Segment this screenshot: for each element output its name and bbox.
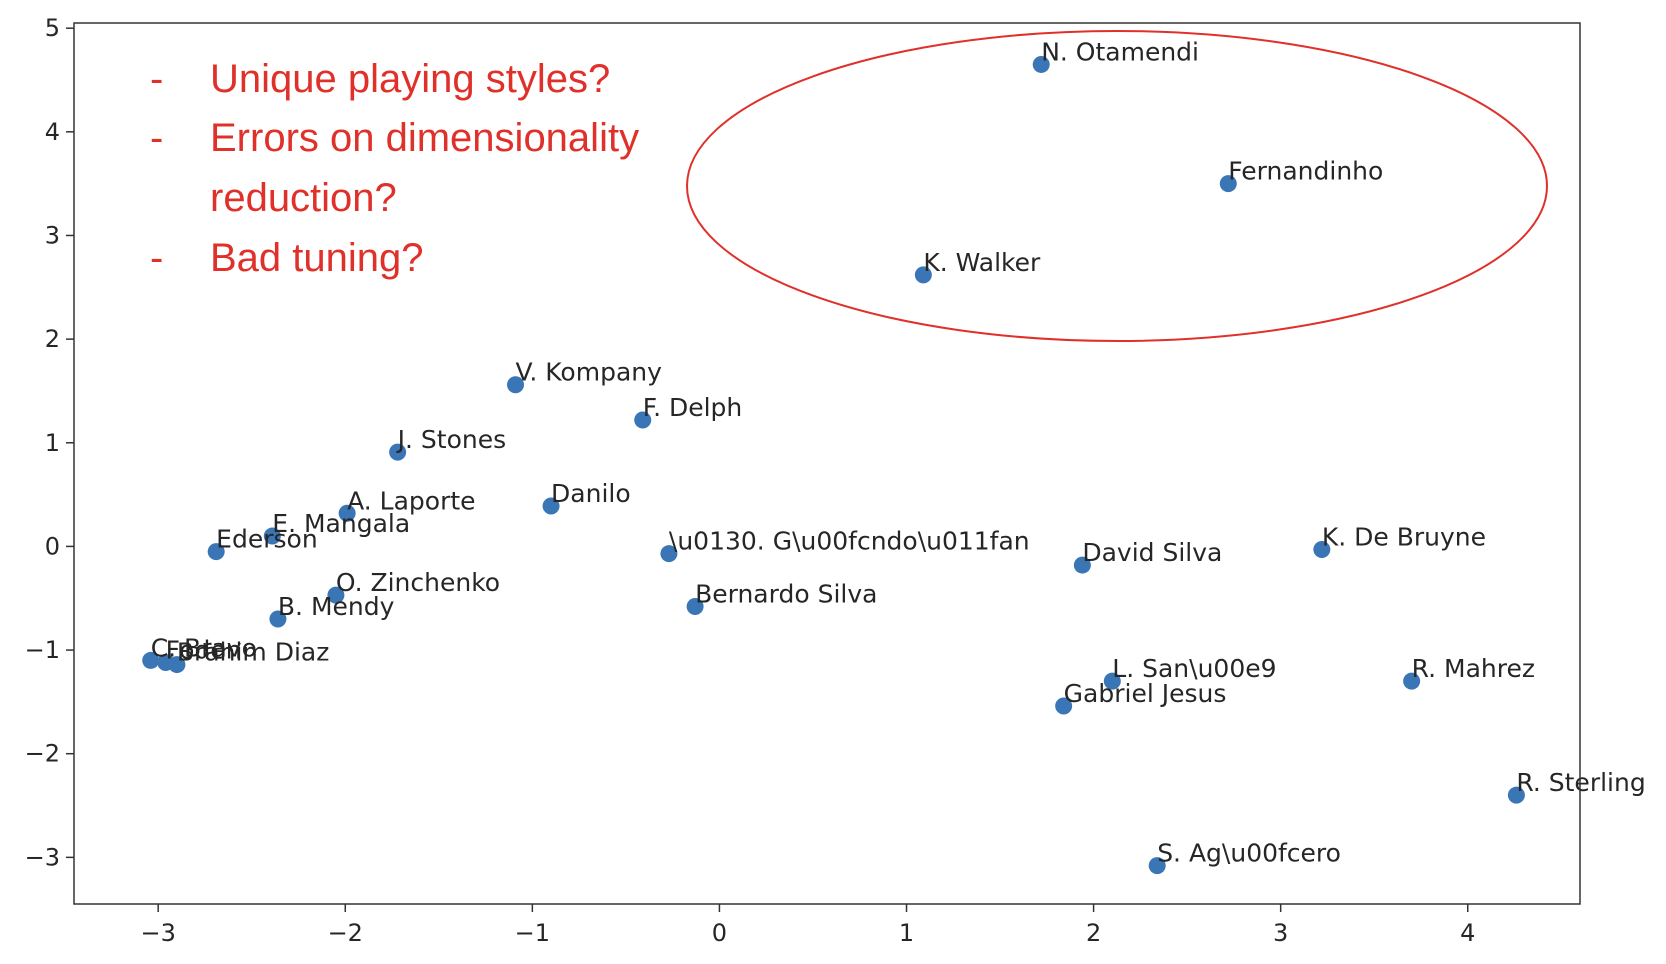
- y-tick-label: 1: [45, 429, 60, 457]
- data-point: [338, 504, 356, 522]
- data-point: [1507, 786, 1525, 804]
- point-label: R. Mahrez: [1412, 654, 1535, 683]
- annotation-bullet-4: -: [150, 236, 163, 280]
- data-point: [1148, 857, 1166, 875]
- data-point: [634, 411, 652, 429]
- data-point: [327, 586, 345, 604]
- point-label: E. Mangala: [272, 509, 410, 538]
- point-label: Fernandinho: [1228, 157, 1383, 186]
- y-tick-label: −1: [25, 636, 60, 664]
- point-label: Danilo: [551, 479, 631, 508]
- point-label: Foden: [166, 636, 242, 665]
- data-point: [1313, 541, 1331, 559]
- data-point: [1403, 672, 1421, 690]
- y-tick-label: 5: [45, 14, 60, 42]
- data-point: [168, 656, 186, 674]
- point-label: David Silva: [1082, 538, 1222, 567]
- y-tick-label: 4: [45, 118, 60, 146]
- data-point: [1073, 556, 1091, 574]
- point-label: \u0130. G\u00fcndo\u011fan: [669, 527, 1030, 556]
- points-group: [142, 55, 1525, 875]
- x-tick-label: 3: [1273, 919, 1288, 947]
- point-label: Ederson: [216, 525, 318, 554]
- annotation-block: - Unique playing styles? - Errors on dim…: [150, 57, 639, 280]
- annotation-bullet-1: -: [150, 57, 163, 101]
- x-tick-label: 2: [1086, 919, 1101, 947]
- outlier-highlight-ellipse: [686, 30, 1548, 342]
- point-label: S. Ag\u00fcero: [1157, 839, 1341, 868]
- point-label: Brahim Diaz: [177, 638, 329, 667]
- annotation-bullet-2: -: [150, 116, 163, 160]
- point-label: B. Mendy: [278, 592, 395, 621]
- y-tick-label: 0: [45, 532, 60, 560]
- data-point: [542, 497, 560, 515]
- x-tick-label: 1: [899, 919, 914, 947]
- data-point: [207, 543, 225, 561]
- data-point: [1032, 55, 1050, 73]
- y-tick-label: 2: [45, 325, 60, 353]
- point-label: N. Otamendi: [1041, 37, 1199, 66]
- y-tick-label: −3: [25, 843, 60, 871]
- x-tick-label: −3: [140, 919, 175, 947]
- data-point: [660, 545, 678, 563]
- data-point: [1103, 672, 1121, 690]
- x-tick-label: −1: [515, 919, 550, 947]
- data-point: [389, 443, 407, 461]
- annotation-line-3: reduction?: [210, 176, 397, 220]
- point-label: C. Bravo: [151, 633, 257, 662]
- point-label: V. Kompany: [516, 358, 663, 387]
- point-label: O. Zinchenko: [336, 568, 500, 597]
- data-point: [1055, 697, 1073, 715]
- y-tick-label: −2: [25, 740, 60, 768]
- point-label: Gabriel Jesus: [1064, 679, 1227, 708]
- axes: −3 −2 −1 0 1 2 3 4 −3 −2 −1 0 1 2 3 4 5: [25, 14, 1581, 947]
- x-tick-label: 4: [1460, 919, 1475, 947]
- x-tick-label: 0: [712, 919, 727, 947]
- point-label: K. De Bruyne: [1322, 523, 1486, 552]
- point-label: R. Sterling: [1516, 768, 1645, 797]
- data-point: [269, 610, 287, 628]
- point-label: J. Stones: [396, 425, 506, 454]
- annotation-line-1: Unique playing styles?: [210, 57, 610, 101]
- data-point: [142, 651, 160, 669]
- data-point: [507, 376, 525, 394]
- point-label: F. Delph: [643, 393, 743, 422]
- data-point: [1219, 175, 1237, 193]
- data-point: [263, 527, 281, 545]
- annotation-line-4: Bad tuning?: [210, 236, 424, 280]
- x-tick-label: −2: [328, 919, 363, 947]
- point-label: K. Walker: [923, 248, 1041, 277]
- point-label: L. San\u00e9: [1112, 654, 1276, 683]
- point-labels-group: N. Otamendi Fernandinho K. Walker V. Kompan…: [151, 37, 1646, 867]
- y-tick-label: 3: [45, 221, 60, 249]
- plot-frame: [73, 22, 1581, 905]
- data-point: [686, 598, 704, 616]
- point-label: A. Laporte: [347, 486, 475, 515]
- data-point: [914, 266, 932, 284]
- annotation-line-2: Errors on dimensionality: [210, 116, 639, 160]
- point-label: Bernardo Silva: [695, 580, 877, 609]
